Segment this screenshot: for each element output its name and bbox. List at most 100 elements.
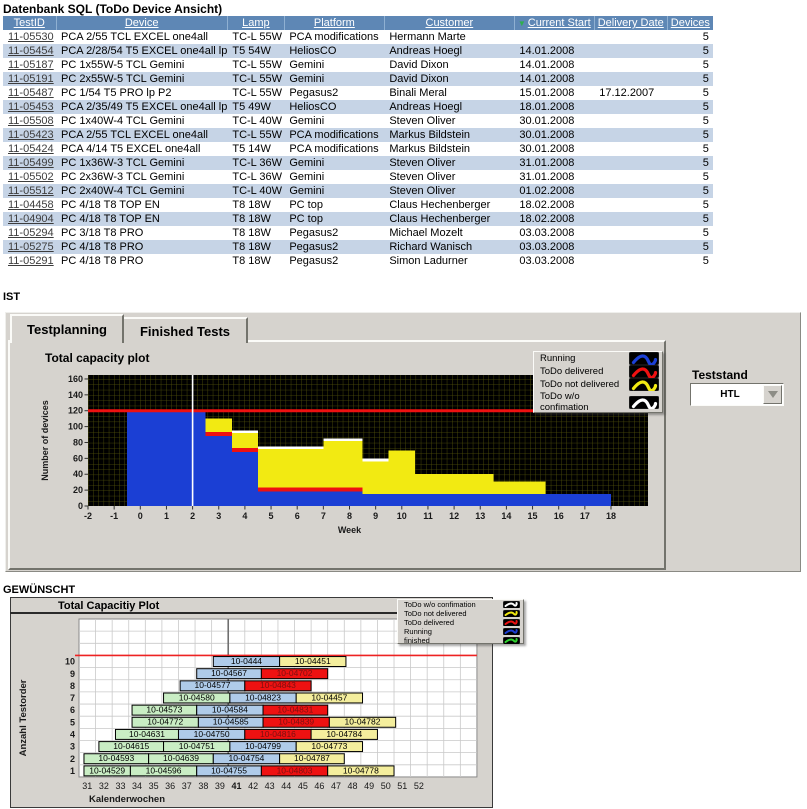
table-cell: TC-L 55W (232, 59, 283, 71)
gantt-bar-10-04639: 10-04639 (148, 753, 214, 765)
table-row: 11-04904 PC 4/18 T8 TOP EN T8 18W PC top Cla… (3, 212, 713, 226)
gantt-bar-10-04702: 10-04702 (260, 668, 329, 680)
ist-x-axis-title: Week (338, 525, 362, 535)
table-cell: T5 54W (227, 44, 285, 58)
table-cell: T8 18W (227, 240, 285, 254)
table-cell: Gemini (289, 59, 325, 71)
column-header-delivery-date[interactable]: Delivery Date (593, 16, 668, 30)
table-cell (594, 184, 668, 198)
testid-link[interactable]: 11-04458 (8, 199, 54, 211)
table-cell: 11-04458 (3, 198, 56, 212)
tab-finished-tests[interactable]: Finished Tests (122, 317, 248, 343)
tab-testplanning[interactable]: Testplanning (10, 314, 124, 343)
gantt-bar-label: 10-04772 (147, 717, 183, 727)
testid-link[interactable]: 11-05191 (8, 73, 54, 85)
table-cell: 11-05499 (3, 156, 56, 170)
gantt-bar-label: 10-04782 (345, 717, 381, 727)
gantt-bar-label: 10-04816 (260, 729, 296, 739)
column-header-label: Customer (425, 17, 474, 29)
column-header-platform[interactable]: Platform (283, 16, 385, 30)
column-header-testid[interactable]: TestID (3, 16, 56, 30)
table-cell: Michael Mozelt (389, 227, 463, 239)
legend-label: ToDo w/o confimation (404, 600, 476, 609)
table-cell: 5 (702, 199, 709, 211)
table-cell: PC 4/18 T8 TOP EN (61, 199, 160, 211)
teststand-select[interactable]: HTL (690, 383, 784, 406)
gantt-bar-label: 10-04639 (163, 753, 199, 763)
table-cell: Steven Oliver (384, 184, 515, 198)
device-table: TestID Device Lamp Platform Customer ▼ Current… (3, 16, 713, 268)
gantt-bar-10-04803: 10-04803 (260, 765, 329, 777)
table-cell: 14.01.2008 (514, 44, 595, 58)
testid-link[interactable]: 11-05291 (8, 255, 54, 267)
table-cell (594, 44, 668, 58)
table-cell: Binali Meral (389, 87, 447, 99)
testid-link[interactable]: 11-05499 (8, 157, 54, 169)
table-cell: 11-05294 (3, 226, 56, 240)
table-row: 11-05487 PC 1/54 T5 PRO lp P2 TC-L 55W Pega… (3, 86, 713, 100)
ist-section-label: IST (3, 291, 21, 303)
testid-link[interactable]: 11-05453 (8, 101, 54, 113)
column-header-device[interactable]: Device (55, 16, 228, 30)
column-header-current-start[interactable]: ▼ Current Start (513, 16, 595, 30)
table-cell: PC top (284, 212, 385, 226)
table-cell: T5 14W (232, 143, 271, 155)
table-cell: Gemini (284, 156, 385, 170)
table-cell: 31.01.2008 (519, 171, 575, 183)
gew-x-tick: 38 (198, 781, 208, 791)
ist-x-tick: 16 (554, 511, 564, 521)
testid-link[interactable]: 11-05487 (8, 87, 54, 99)
chevron-down-icon[interactable] (763, 385, 782, 404)
testid-link[interactable]: 11-05424 (8, 143, 54, 155)
testid-link[interactable]: 11-05502 (8, 171, 54, 183)
legend-swatch-delivered-icon (629, 365, 659, 378)
column-header-customer[interactable]: Customer (383, 16, 515, 30)
table-cell: 5 (667, 156, 713, 170)
ist-x-tick: -1 (110, 511, 118, 521)
table-cell: Gemini (284, 184, 385, 198)
gantt-bar-label: 10-04773 (311, 741, 347, 751)
legend-label: Running (404, 627, 432, 636)
column-header-label: Delivery Date (597, 17, 664, 29)
gantt-bar-10-04772: 10-04772 (131, 717, 199, 728)
table-cell: TC-L 40W (232, 115, 283, 127)
gew-x-axis-title: Kalenderwochen (89, 794, 165, 805)
testid-link[interactable]: 11-05508 (8, 115, 54, 127)
table-cell: 18.02.2008 (514, 212, 595, 226)
testid-link[interactable]: 11-05454 (8, 45, 54, 57)
testid-link[interactable]: 11-05275 (8, 241, 54, 253)
table-cell: Andreas Hoegl (384, 100, 515, 114)
testid-link[interactable]: 11-05187 (8, 59, 54, 71)
gantt-bar-label: 10-04755 (211, 765, 247, 775)
table-cell (594, 240, 668, 254)
gew-x-tick: 47 (331, 781, 341, 791)
ist-x-tick: 2 (190, 511, 195, 521)
table-cell (594, 72, 668, 86)
gantt-bar-label: 10-04839 (278, 717, 314, 727)
column-header-lamp[interactable]: Lamp (226, 16, 285, 30)
gantt-bar-10-04580: 10-04580 (163, 692, 231, 704)
testid-link[interactable]: 11-05294 (8, 227, 54, 239)
testid-link[interactable]: 11-04904 (8, 213, 54, 225)
testid-link[interactable]: 11-05423 (8, 129, 54, 141)
table-cell: 11-05187 (3, 58, 56, 72)
table-cell: PCA 4/14 T5 EXCEL one4all (61, 143, 201, 155)
column-header-devices[interactable]: Devices (666, 16, 713, 30)
ist-x-tick: 13 (475, 511, 485, 521)
table-cell: 5 (702, 255, 709, 267)
table-cell: 11-05423 (3, 128, 56, 142)
gantt-bar-label: 10-04803 (277, 765, 313, 775)
gantt-bar-10-04615: 10-04615 (98, 741, 165, 753)
legend-label: ToDo delivered (404, 618, 455, 627)
table-cell: 30.01.2008 (514, 128, 595, 142)
table-cell: HeliosCO (284, 44, 385, 58)
testid-link[interactable]: 11-05530 (8, 31, 54, 43)
gantt-bar-10-04584: 10-04584 (196, 705, 264, 716)
testid-link[interactable]: 11-05512 (8, 185, 54, 197)
table-cell: Steven Oliver (384, 156, 515, 170)
table-cell: PC 1x36W-3 TCL Gemini (56, 156, 228, 170)
gew-x-tick: 52 (414, 781, 424, 791)
table-cell: 11-05453 (3, 100, 56, 114)
ist-y-tick: 140 (68, 390, 83, 400)
ist-x-tick: 17 (580, 511, 590, 521)
